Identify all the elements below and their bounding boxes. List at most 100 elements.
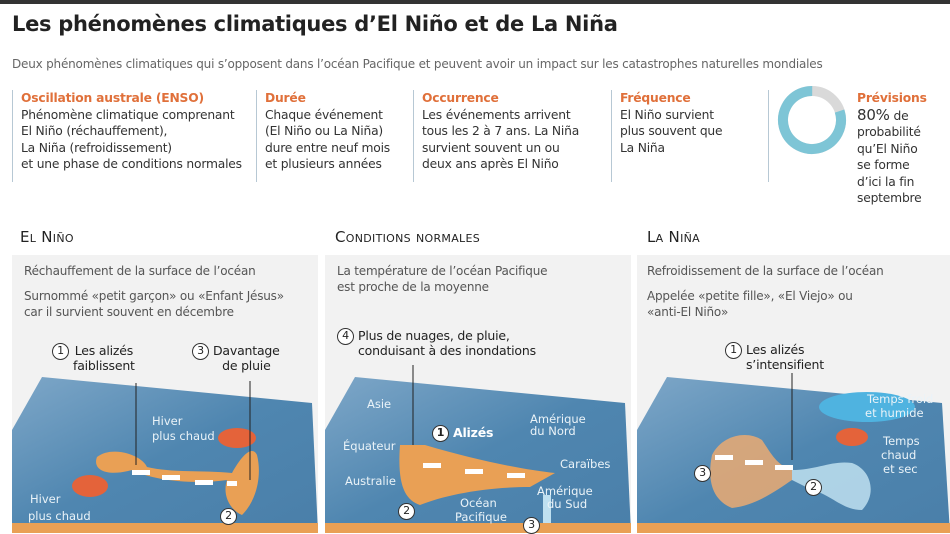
forecast-heading: Prévisions (857, 91, 927, 105)
hot-zone (218, 428, 256, 448)
map-label: et sec (883, 462, 918, 476)
section-title-la-nina: La Niña (647, 228, 700, 246)
callout-number: 1 (725, 342, 742, 359)
map-label: chaud (881, 448, 916, 462)
ocean-surface (325, 377, 631, 533)
callout-2: 2 (805, 479, 826, 496)
forecast-line: se forme (857, 158, 910, 172)
info-line: survient souvent un ou (422, 140, 560, 155)
ocean-section (637, 523, 950, 533)
info-line: La Niña (refroidissement) (21, 140, 172, 155)
hot-zone (72, 475, 108, 497)
map-label: Équateur (343, 438, 396, 453)
callout-number: 2 (220, 508, 237, 525)
callout-2: 2 (398, 503, 419, 520)
info-heading: Fréquence (620, 91, 691, 105)
callout-number: 4 (337, 328, 354, 345)
info-line: El Niño survient (620, 107, 714, 122)
section-title-conditions-normales: Conditions normales (335, 228, 480, 246)
info-line: plus souvent que (620, 124, 723, 138)
callout-4: 4 Plus de nuages, de pluie, conduisant à d… (337, 328, 536, 358)
info-line: et plusieurs années (265, 157, 382, 171)
map-label: et humide (865, 406, 924, 420)
forecast-line: de (893, 108, 909, 123)
panel-conditions-normales: Asie Équateur Australie Amérique du Nord… (325, 255, 631, 534)
map-label: Amérique (530, 412, 586, 426)
hot-dry-zone (836, 428, 868, 446)
panel-desc: Réchauffement de la surface de l’océan (24, 264, 256, 278)
map-la-nina: Temps froid et humide Temps chaud et sec (637, 373, 950, 533)
warm-water-zone (399, 445, 555, 505)
forecast-line: d’ici la fin (857, 174, 915, 189)
page-title: Les phénomènes climatiques d’El Niño et … (12, 12, 618, 36)
divider (768, 90, 769, 182)
info-line: tous les 2 à 7 ans. La Niña (422, 124, 580, 138)
forecast-line: septembre (857, 191, 922, 205)
map-conditions-normales: Asie Équateur Australie Amérique du Nord… (325, 365, 631, 533)
map-label: Pacifique (455, 510, 507, 524)
subtitle: Deux phénomènes climatiques qui s’oppose… (12, 57, 823, 71)
info-line: et une phase de conditions normales (21, 157, 242, 171)
map-label: Amérique (537, 484, 593, 498)
donut-fill (778, 86, 846, 154)
info-line: Chaque événement (265, 107, 383, 122)
map-el-nino: Hiver plus chaud Hiver plus chaud (12, 377, 318, 533)
wind-arrows (132, 470, 237, 486)
forecast-percent: 80% (857, 105, 890, 124)
forecast-line: qu’El Niño (857, 141, 918, 156)
top-rule (0, 0, 950, 4)
forecast-donut (778, 86, 846, 154)
callout-number: 1 (432, 425, 449, 442)
info-heading: Occurrence (422, 91, 499, 105)
map-label: Caraïbes (560, 457, 610, 471)
info-frequence: Fréquence El Niño survient plus souvent … (611, 90, 761, 182)
panel-desc: Appelée «petite fille», «El Viejo» ou «an… (647, 289, 853, 319)
ocean-section (12, 523, 318, 533)
callout-1-alizes: 1 Alizés (432, 425, 493, 442)
info-duree: Durée Chaque événement (El Niño ou La Ni… (256, 90, 406, 182)
cold-humid-zone (819, 392, 915, 422)
warm-water-zone (710, 435, 792, 508)
panel-desc: Surnommé «petit garçon» ou «Enfant Jésus… (24, 289, 284, 319)
forecast-text: Prévisions 80% de probabilité qu’El Niño… (857, 90, 947, 207)
info-occurrence: Occurrence Les événements arrivent tous … (413, 90, 603, 182)
callout-1: 1 Les alizés faiblissent (52, 343, 135, 373)
wind-arrows (715, 455, 793, 470)
info-line: El Niño (réchauffement), (21, 124, 168, 138)
map-label: Temps (882, 434, 920, 448)
info-line: dure entre neuf mois (265, 140, 391, 155)
panel-la-nina: Temps froid et humide Temps chaud et sec… (637, 255, 950, 533)
map-label: du Sud (547, 497, 587, 511)
callout-number: 1 (52, 343, 69, 360)
map-label: du Nord (530, 424, 576, 438)
ocean-section (325, 523, 631, 533)
info-line: deux ans après El Niño (422, 157, 559, 171)
callout-number: 3 (694, 465, 711, 482)
panel-desc: Refroidissement de la surface de l’océan (647, 264, 884, 278)
map-label: plus chaud (152, 429, 215, 443)
callout-2: 2 (220, 508, 241, 525)
cold-upwelling (543, 495, 551, 523)
section-title-el-nino: El Niño (20, 228, 74, 246)
info-line: Phénomène climatique comprenant (21, 107, 235, 122)
callout-3: 3 Davantage de pluie (192, 343, 280, 373)
callout-number: 3 (523, 517, 540, 534)
info-line: Les événements arrivent (422, 107, 571, 122)
panel-desc: La température de l’océan Pacifique est p… (337, 264, 548, 294)
callout-1: 1 Les alizés s’intensifient (725, 342, 824, 372)
map-label: Australie (345, 474, 396, 488)
info-line: (El Niño ou La Niña) (265, 124, 383, 138)
callout-3: 3 (694, 465, 715, 482)
callout-number: 2 (805, 479, 822, 496)
info-enso: Oscillation australe (ENSO) Phénomène cl… (12, 90, 252, 182)
info-heading: Oscillation australe (ENSO) (21, 91, 204, 105)
panel-el-nino: Hiver plus chaud Hiver plus chaud Réchau… (12, 255, 318, 533)
info-heading: Durée (265, 91, 306, 105)
cold-water-zone (792, 462, 871, 510)
warm-water-zone (96, 451, 259, 515)
wind-arrows (423, 463, 525, 478)
map-label: Hiver (30, 492, 61, 506)
forecast-line: probabilité (857, 125, 921, 139)
map-label: Hiver (152, 414, 183, 428)
map-label: Temps froid (866, 392, 933, 406)
